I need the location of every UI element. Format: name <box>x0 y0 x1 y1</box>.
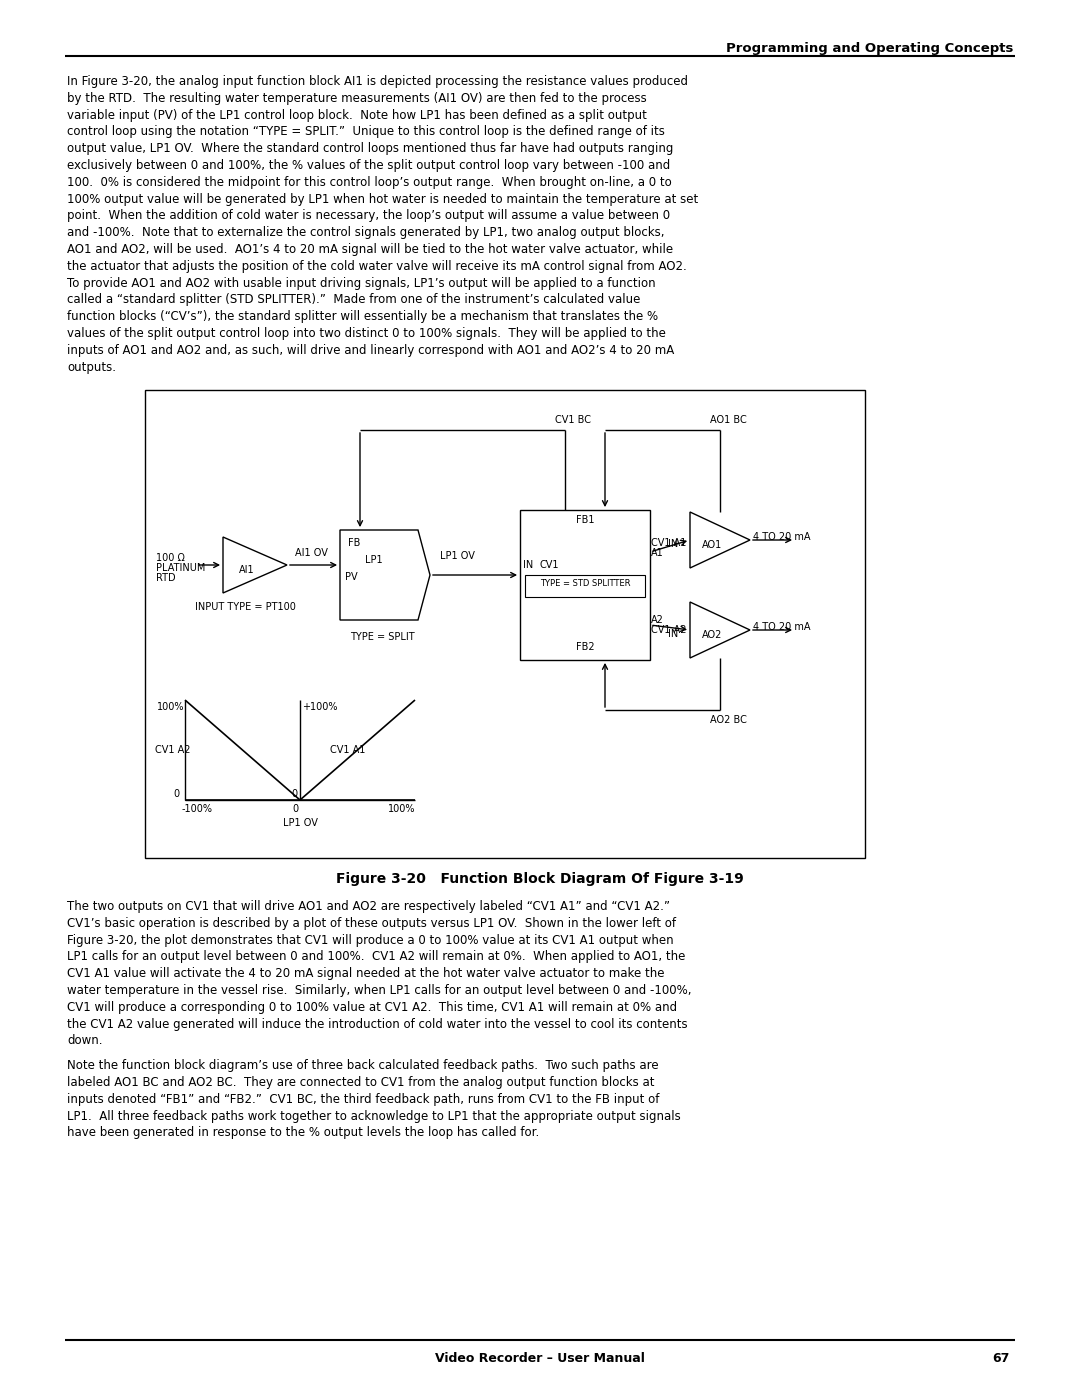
Text: water temperature in the vessel rise.  Similarly, when LP1 calls for an output l: water temperature in the vessel rise. Si… <box>67 983 691 997</box>
Text: CV1: CV1 <box>540 560 559 570</box>
Text: In Figure 3-20, the analog input function block AI1 is depicted processing the r: In Figure 3-20, the analog input functio… <box>67 75 688 88</box>
Text: TYPE = SPLIT: TYPE = SPLIT <box>350 631 415 643</box>
Text: 100.  0% is considered the midpoint for this control loop’s output range.  When : 100. 0% is considered the midpoint for t… <box>67 176 672 189</box>
Text: IN: IN <box>523 560 534 570</box>
Text: INPUT TYPE = PT100: INPUT TYPE = PT100 <box>195 602 296 612</box>
Text: CV1 A1: CV1 A1 <box>330 745 365 754</box>
Text: inputs of AO1 and AO2 and, as such, will drive and linearly correspond with AO1 : inputs of AO1 and AO2 and, as such, will… <box>67 344 674 356</box>
Text: point.  When the addition of cold water is necessary, the loop’s output will ass: point. When the addition of cold water i… <box>67 210 670 222</box>
Bar <box>525 576 645 597</box>
Text: AO1 and AO2, will be used.  AO1’s 4 to 20 mA signal will be tied to the hot wate: AO1 and AO2, will be used. AO1’s 4 to 20… <box>67 243 673 256</box>
Text: Note the function block diagram’s use of three back calculated feedback paths.  : Note the function block diagram’s use of… <box>67 1059 659 1073</box>
Text: 100% output value will be generated by LP1 when hot water is needed to maintain : 100% output value will be generated by L… <box>67 193 699 205</box>
Text: variable input (PV) of the LP1 control loop block.  Note how LP1 has been define: variable input (PV) of the LP1 control l… <box>67 109 647 122</box>
Text: CV1 A1: CV1 A1 <box>651 538 687 548</box>
Text: CV1 A2: CV1 A2 <box>156 745 190 754</box>
Text: IN: IN <box>669 629 678 638</box>
Text: have been generated in response to the % output levels the loop has called for.: have been generated in response to the %… <box>67 1126 539 1140</box>
Text: IN: IN <box>669 539 678 549</box>
Text: RTD: RTD <box>156 573 176 583</box>
Text: CV1 A1 value will activate the 4 to 20 mA signal needed at the hot water valve a: CV1 A1 value will activate the 4 to 20 m… <box>67 967 664 981</box>
Text: LP1 OV: LP1 OV <box>440 550 475 562</box>
Text: Figure 3-20, the plot demonstrates that CV1 will produce a 0 to 100% value at it: Figure 3-20, the plot demonstrates that … <box>67 933 674 947</box>
Text: FB1: FB1 <box>576 515 594 525</box>
Text: Figure 3-20   Function Block Diagram Of Figure 3-19: Figure 3-20 Function Block Diagram Of Fi… <box>336 872 744 886</box>
Text: output value, LP1 OV.  Where the standard control loops mentioned thus far have : output value, LP1 OV. Where the standard… <box>67 142 673 155</box>
Text: PLATINUM: PLATINUM <box>156 563 205 573</box>
Text: A1: A1 <box>651 548 664 557</box>
Text: 100%: 100% <box>157 703 185 712</box>
Text: AO1: AO1 <box>702 541 723 550</box>
Text: called a “standard splitter (STD SPLITTER).”  Made from one of the instrument’s : called a “standard splitter (STD SPLITTE… <box>67 293 640 306</box>
Text: 100 Ω: 100 Ω <box>156 553 185 563</box>
Polygon shape <box>690 602 750 658</box>
Text: labeled AO1 BC and AO2 BC.  They are connected to CV1 from the analog output fun: labeled AO1 BC and AO2 BC. They are conn… <box>67 1076 654 1090</box>
Text: -100%: -100% <box>183 805 213 814</box>
Text: AO2 BC: AO2 BC <box>710 715 747 725</box>
Text: +100%: +100% <box>302 703 337 712</box>
Bar <box>145 390 865 858</box>
Text: LP1 calls for an output level between 0 and 100%.  CV1 A2 will remain at 0%.  Wh: LP1 calls for an output level between 0 … <box>67 950 686 964</box>
Text: and -100%.  Note that to externalize the control signals generated by LP1, two a: and -100%. Note that to externalize the … <box>67 226 664 239</box>
Text: AI1 OV: AI1 OV <box>295 548 328 557</box>
Text: A2: A2 <box>651 615 664 624</box>
Text: function blocks (“CV’s”), the standard splitter will essentially be a mechanism : function blocks (“CV’s”), the standard s… <box>67 310 658 323</box>
Text: 0: 0 <box>292 805 298 814</box>
Text: LP1.  All three feedback paths work together to acknowledge to LP1 that the appr: LP1. All three feedback paths work toget… <box>67 1109 680 1123</box>
Text: 4 TO 20 mA: 4 TO 20 mA <box>753 532 810 542</box>
Text: control loop using the notation “TYPE = SPLIT.”  Unique to this control loop is : control loop using the notation “TYPE = … <box>67 126 665 138</box>
Text: PV: PV <box>345 571 357 583</box>
Text: The two outputs on CV1 that will drive AO1 and AO2 are respectively labeled “CV1: The two outputs on CV1 that will drive A… <box>67 900 670 914</box>
Text: AO2: AO2 <box>702 630 723 640</box>
Polygon shape <box>222 536 287 592</box>
Text: values of the split output control loop into two distinct 0 to 100% signals.  Th: values of the split output control loop … <box>67 327 666 339</box>
Text: the actuator that adjusts the position of the cold water valve will receive its : the actuator that adjusts the position o… <box>67 260 687 272</box>
Text: Video Recorder – User Manual: Video Recorder – User Manual <box>435 1352 645 1365</box>
Text: FB2: FB2 <box>576 643 594 652</box>
Text: 100%: 100% <box>388 805 415 814</box>
Text: CV1 will produce a corresponding 0 to 100% value at CV1 A2.  This time, CV1 A1 w: CV1 will produce a corresponding 0 to 10… <box>67 1000 677 1014</box>
Text: 67: 67 <box>993 1352 1010 1365</box>
Text: CV1 BC: CV1 BC <box>555 415 591 425</box>
Polygon shape <box>690 511 750 569</box>
Text: CV1 A2: CV1 A2 <box>651 624 687 636</box>
Text: AO1 BC: AO1 BC <box>710 415 746 425</box>
Polygon shape <box>340 529 430 620</box>
Text: TYPE = STD SPLITTER: TYPE = STD SPLITTER <box>540 578 631 588</box>
Text: by the RTD.  The resulting water temperature measurements (AI1 OV) are then fed : by the RTD. The resulting water temperat… <box>67 92 647 105</box>
Text: AI1: AI1 <box>239 564 255 576</box>
Text: Programming and Operating Concepts: Programming and Operating Concepts <box>726 42 1013 54</box>
Text: CV1’s basic operation is described by a plot of these outputs versus LP1 OV.  Sh: CV1’s basic operation is described by a … <box>67 916 676 930</box>
Text: 4 TO 20 mA: 4 TO 20 mA <box>753 622 810 631</box>
Text: 0: 0 <box>292 789 298 799</box>
Text: exclusively between 0 and 100%, the % values of the split output control loop va: exclusively between 0 and 100%, the % va… <box>67 159 671 172</box>
Text: outputs.: outputs. <box>67 360 116 373</box>
Text: inputs denoted “FB1” and “FB2.”  CV1 BC, the third feedback path, runs from CV1 : inputs denoted “FB1” and “FB2.” CV1 BC, … <box>67 1092 660 1106</box>
Text: 0: 0 <box>174 789 180 799</box>
Text: down.: down. <box>67 1034 103 1048</box>
Text: FB: FB <box>348 538 361 548</box>
Text: LP1: LP1 <box>365 555 382 564</box>
Text: the CV1 A2 value generated will induce the introduction of cold water into the v: the CV1 A2 value generated will induce t… <box>67 1017 688 1031</box>
Text: LP1 OV: LP1 OV <box>283 819 318 828</box>
Text: To provide AO1 and AO2 with usable input driving signals, LP1’s output will be a: To provide AO1 and AO2 with usable input… <box>67 277 656 289</box>
Bar <box>519 510 650 659</box>
